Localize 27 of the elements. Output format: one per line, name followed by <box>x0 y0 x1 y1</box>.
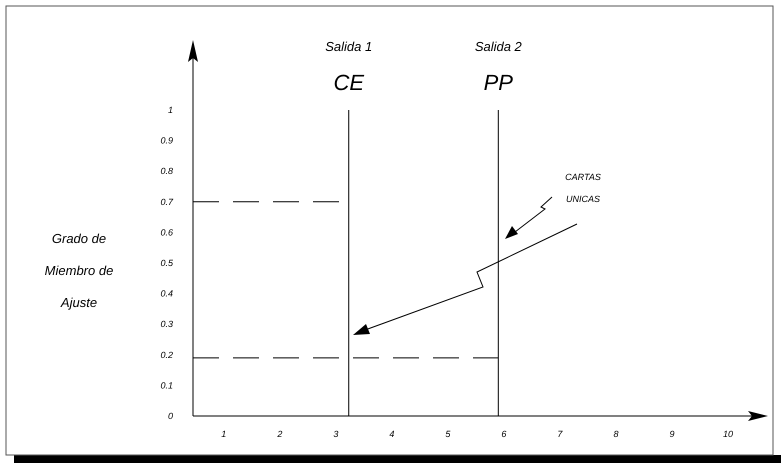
y-tick-label: 0.3 <box>160 319 173 330</box>
y-tick-label: 0.9 <box>160 136 173 146</box>
y-tick-label: 0.4 <box>160 288 173 299</box>
x-tick-label: 7 <box>557 429 564 439</box>
x-tick-label: 5 <box>445 429 452 439</box>
x-tick-label: 2 <box>276 429 282 439</box>
y-tick-label: 0.2 <box>160 350 173 360</box>
text: Grado de Miembro de Ajuste <box>44 231 114 310</box>
x-tick-label: 9 <box>669 429 674 439</box>
y-tick-label: 0.1 <box>160 380 173 390</box>
y-tick-label: 0.8 <box>160 166 173 176</box>
x-tick-label: 3 <box>333 429 338 439</box>
x-tick-label: 8 <box>613 429 618 439</box>
y-tick-label: 0.5 <box>160 258 174 268</box>
y-tick-label: 0.7 <box>160 196 174 207</box>
x-tick-label: 10 <box>722 429 733 439</box>
ref-line-label: CE <box>333 70 364 95</box>
y-tick-label: 0.6 <box>160 227 173 238</box>
ref-line-label: PP <box>484 70 514 95</box>
x-tick-label: 6 <box>501 429 506 439</box>
text: Salida 1 <box>325 39 372 54</box>
text: CARTAS UNICAS <box>565 172 601 204</box>
x-tick-label: 1 <box>221 429 226 439</box>
text: Salida 2 <box>474 39 523 54</box>
y-tick-label: 1 <box>168 105 173 115</box>
y-tick-label: 0 <box>168 411 173 421</box>
x-tick-label: 4 <box>389 429 394 439</box>
